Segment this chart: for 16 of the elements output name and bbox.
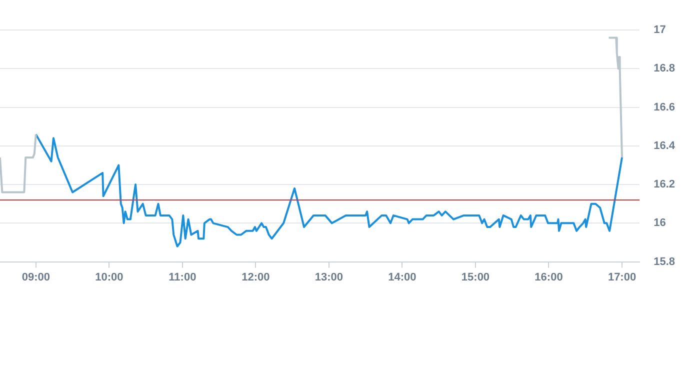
x-tick-label: 14:00 <box>388 271 416 284</box>
x-tick-label: 12:00 <box>242 271 270 284</box>
y-tick-label: 15.8 <box>654 256 676 268</box>
y-tick-label: 16.4 <box>654 140 676 152</box>
y-tick-label: 16.2 <box>654 178 676 191</box>
y-tick-label: 16 <box>654 217 666 230</box>
x-tick-label: 10:00 <box>95 271 124 284</box>
x-tick-label: 16:00 <box>534 271 563 284</box>
x-tick-label: 15:00 <box>461 271 490 284</box>
y-tick-label: 16.6 <box>654 101 676 114</box>
y-tick-label: 17 <box>654 24 666 36</box>
y-tick-label: 16.8 <box>654 62 676 75</box>
x-tick-label: 11:00 <box>168 271 196 284</box>
x-tick-label: 13:00 <box>314 271 344 284</box>
x-tick-label: 09:00 <box>22 271 50 284</box>
x-tick-label: 17:00 <box>608 271 636 284</box>
